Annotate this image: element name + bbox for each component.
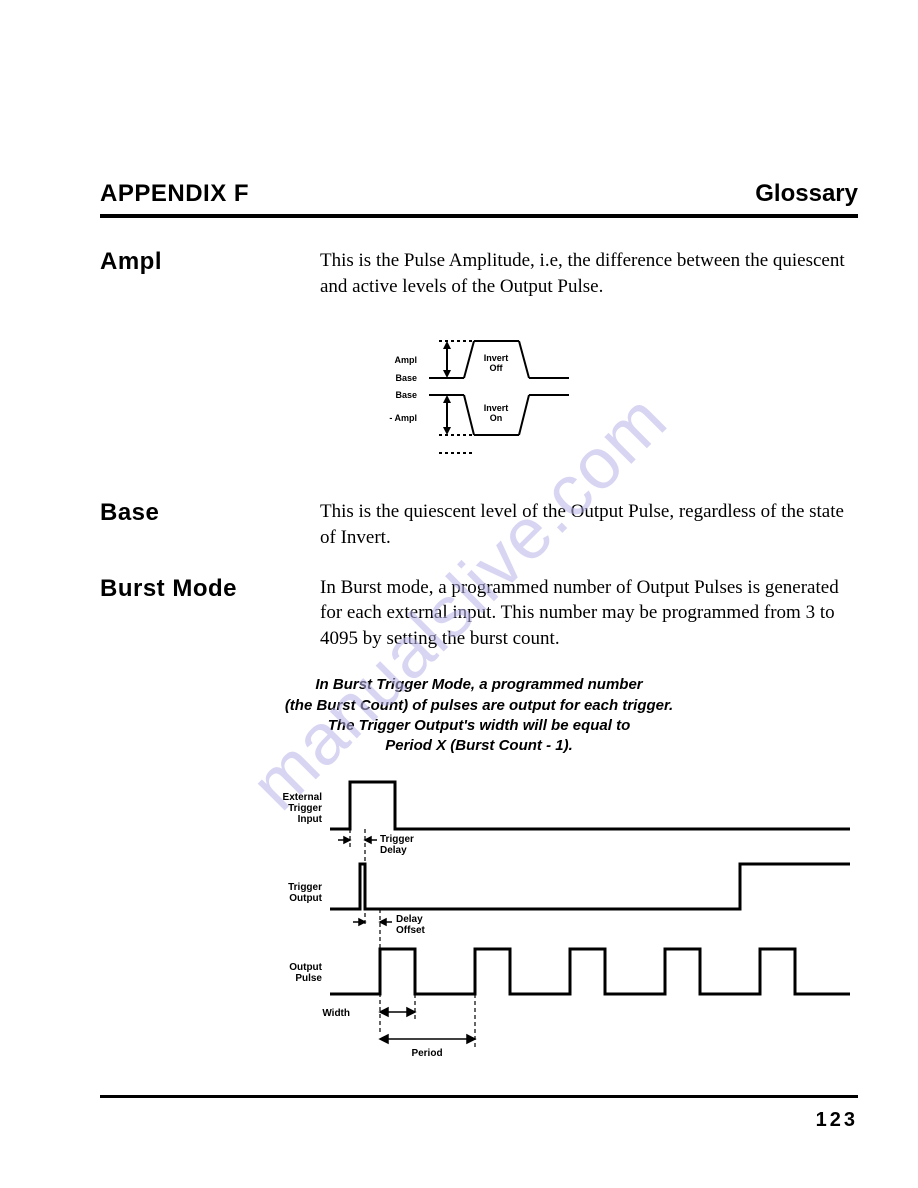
caption-line: (the Burst Count) of pulses are output f…	[285, 697, 673, 714]
label-trigger-delay: TriggerDelay	[380, 834, 414, 856]
appendix-label: APPENDIX F	[100, 180, 249, 208]
caption-line: Period X (Burst Count - 1).	[385, 737, 573, 754]
pulse-diagram: Ampl Base Base - Ampl InvertOff InvertOn	[100, 323, 858, 473]
definition-ampl: This is the Pulse Amplitude, i.e, the di…	[320, 248, 858, 299]
label-invert-on: InvertOn	[484, 403, 509, 423]
page-number: 123	[816, 1109, 858, 1132]
definition-burst-mode: In Burst mode, a programmed number of Ou…	[320, 575, 858, 652]
timing-diagram: ExternalTriggerInput TriggerDelay Trigge…	[250, 774, 858, 1079]
caption-line: The Trigger Output's width will be equal…	[328, 717, 630, 734]
term-ampl: Ampl	[100, 248, 320, 299]
glossary-entry: Base This is the quiescent level of the …	[100, 499, 858, 550]
footer-rule	[100, 1095, 858, 1098]
definition-base: This is the quiescent level of the Outpu…	[320, 499, 858, 550]
label-ampl: Ampl	[395, 355, 418, 365]
label-delay-offset: DelayOffset	[396, 914, 426, 936]
label-invert-off: InvertOff	[484, 353, 509, 373]
label-trigger-output: TriggerOutput	[288, 882, 323, 904]
glossary-entry: Ampl This is the Pulse Amplitude, i.e, t…	[100, 248, 858, 299]
glossary-entry: Burst Mode In Burst mode, a programmed n…	[100, 575, 858, 652]
caption-line: In Burst Trigger Mode, a programmed numb…	[315, 676, 642, 693]
label-base-top: Base	[395, 373, 417, 383]
burst-caption: In Burst Trigger Mode, a programmed numb…	[100, 675, 858, 756]
section-label: Glossary	[755, 180, 858, 208]
label-ext-trigger: ExternalTriggerInput	[283, 792, 323, 825]
label-period: Period	[411, 1048, 442, 1059]
label-base-bottom: Base	[395, 390, 417, 400]
label-neg-ampl: - Ampl	[389, 413, 417, 423]
term-base: Base	[100, 499, 320, 550]
term-burst-mode: Burst Mode	[100, 575, 320, 652]
label-output-pulse: OutputPulse	[289, 962, 322, 984]
label-width: Width	[322, 1008, 350, 1019]
page-header: APPENDIX F Glossary	[100, 180, 858, 218]
